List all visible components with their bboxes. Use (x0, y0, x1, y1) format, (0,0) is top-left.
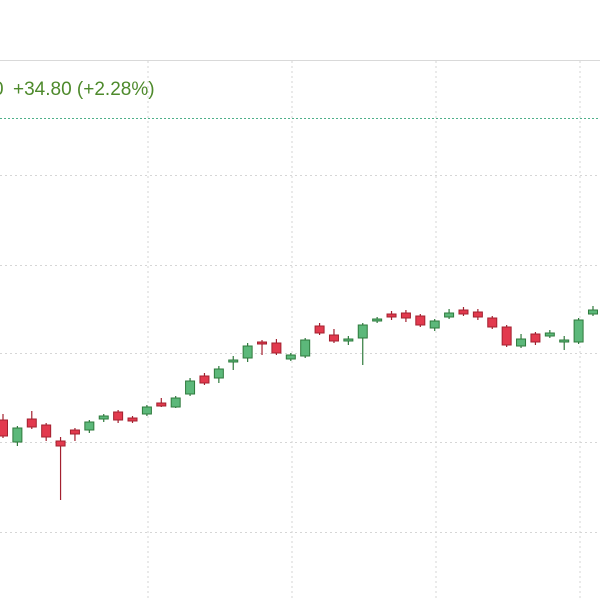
candle-body (472, 311, 483, 318)
candle-body (285, 354, 296, 360)
candle-body (429, 320, 440, 329)
change-text: +34.80 (+2.28%) (13, 79, 155, 100)
candle-body (559, 339, 570, 343)
candle-body (0, 419, 8, 437)
candle-body (516, 338, 527, 347)
candle-body (415, 315, 426, 326)
candle-body (400, 312, 411, 319)
change-text-fragment: 0 (0, 79, 4, 100)
candle-body (41, 424, 52, 438)
candle-body (314, 325, 325, 334)
candle-body (257, 341, 268, 345)
candle-body (573, 319, 584, 343)
candle-body (271, 342, 282, 354)
candle-body (343, 338, 354, 342)
candle-body (372, 318, 383, 322)
candle-body (328, 334, 339, 342)
candle-body (127, 417, 138, 422)
candle-body (386, 313, 397, 318)
candle-body (530, 333, 541, 343)
candle-body (544, 332, 555, 337)
candle-body (587, 309, 598, 315)
candle-body (26, 418, 37, 428)
candle-body (487, 317, 498, 328)
candle-body (69, 429, 80, 435)
candle-body (213, 368, 224, 379)
candle-body (458, 309, 469, 315)
candle-body (55, 440, 66, 447)
candle-body (501, 326, 512, 346)
candle-body (98, 415, 109, 420)
candle-body (300, 339, 311, 357)
candle-body (170, 397, 181, 408)
candle-body (242, 345, 253, 359)
candle-body (113, 411, 124, 421)
candle-body (199, 375, 210, 384)
candle-body (357, 324, 368, 339)
candle-body (156, 402, 167, 407)
candle-body (228, 359, 239, 363)
candle-body (185, 380, 196, 395)
candle-body (444, 312, 455, 318)
candle-body (141, 406, 152, 415)
candle-body (84, 421, 95, 431)
candle-body (12, 427, 23, 443)
